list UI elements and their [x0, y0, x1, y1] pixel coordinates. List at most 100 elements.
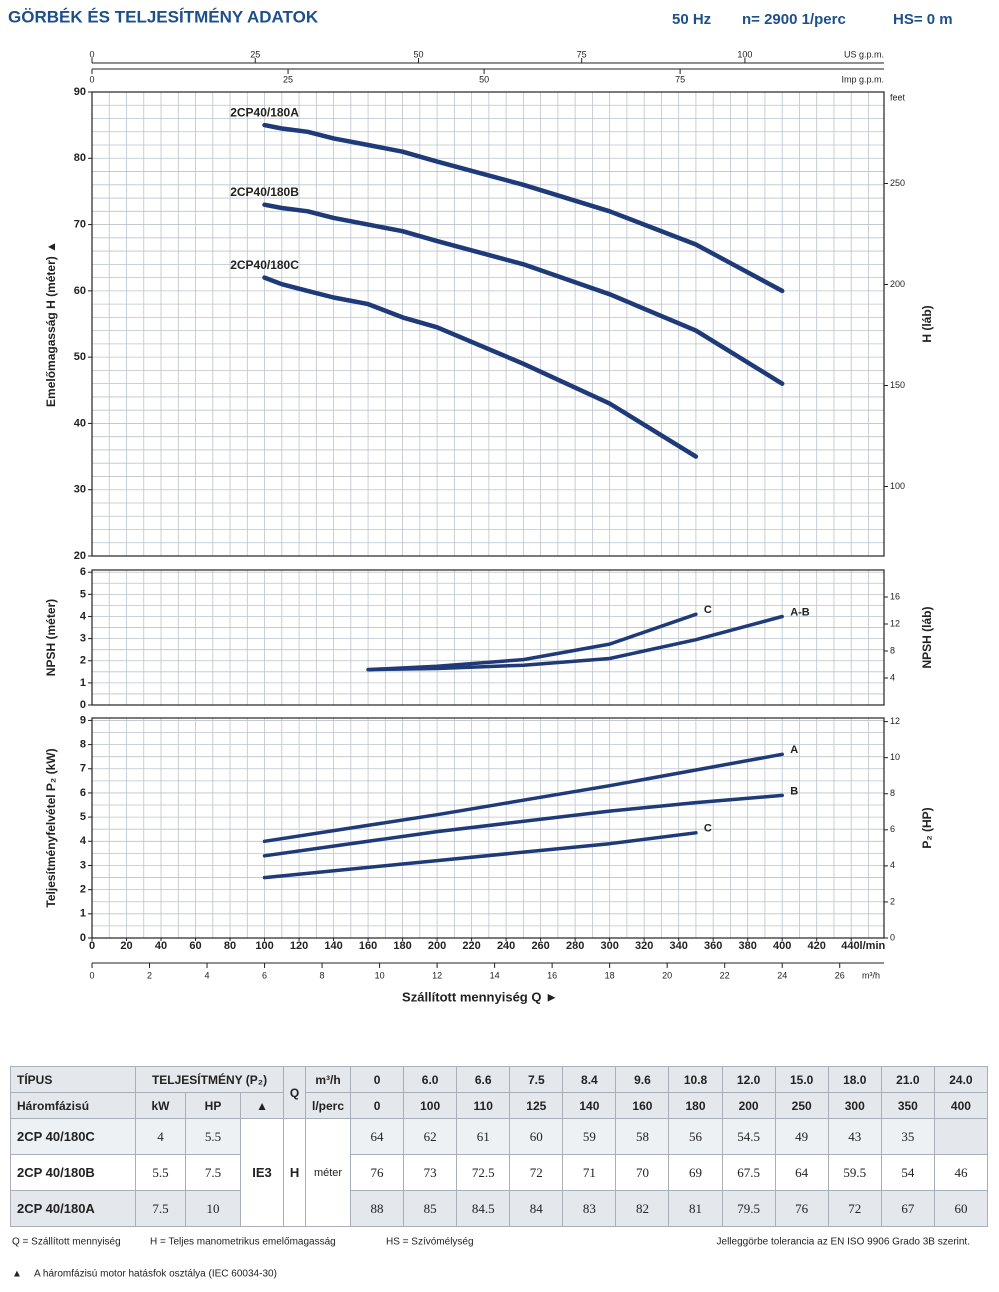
- x-tick-label: 120: [290, 940, 308, 952]
- bottom-axis-tick-label: 16: [547, 970, 557, 980]
- head-value: 88: [350, 1190, 405, 1227]
- head-value: 72.5: [456, 1154, 511, 1191]
- head-value: 72: [827, 1190, 882, 1227]
- head-value: 60: [509, 1118, 564, 1155]
- flow-m3h: 6.0: [403, 1066, 458, 1093]
- y-tick-label: 3: [80, 633, 86, 645]
- top-axis-tick-label: 50: [413, 49, 423, 59]
- y-tick-label: 20: [74, 550, 86, 562]
- head-value: 69: [668, 1154, 723, 1191]
- top-axis-tick-label: 75: [675, 74, 685, 84]
- head-value: 72: [509, 1154, 564, 1191]
- bottom-axis-unit: m³/h: [862, 970, 880, 980]
- header-cell: m³/h: [305, 1066, 352, 1093]
- y2-axis-label: H (láb): [920, 305, 934, 342]
- head-value: 59: [562, 1118, 617, 1155]
- pump-type: 2CP 40/180A: [10, 1190, 136, 1227]
- top-axis-tick-label: 100: [737, 49, 752, 59]
- head-value: 79.5: [721, 1190, 776, 1227]
- head-symbol: H: [283, 1118, 307, 1227]
- y-tick-label: 9: [80, 714, 86, 726]
- flow-m3h: 15.0: [774, 1066, 829, 1093]
- x-tick-label: 340: [669, 940, 687, 952]
- plot-frame: [91, 569, 885, 706]
- plot-area: [92, 92, 884, 556]
- y2-tick-label: 12: [890, 618, 900, 628]
- frequency: 50 Hz: [672, 11, 711, 28]
- x-tick-label: 160: [359, 940, 377, 952]
- y-tick-label: 3: [80, 859, 86, 871]
- series-label: 2CP40/180C: [230, 258, 299, 272]
- y-tick-label: 80: [74, 152, 86, 164]
- bottom-axis-tick-label: 22: [720, 970, 730, 980]
- y-tick-label: 0: [80, 699, 86, 711]
- header-cell: TELJESÍTMÉNY (P₂): [134, 1066, 285, 1093]
- footnote-mark: ▲: [12, 1269, 22, 1280]
- y-tick-label: 50: [74, 351, 86, 363]
- head-value: 58: [615, 1118, 670, 1155]
- y-tick-label: 1: [80, 908, 86, 920]
- flow-lmin: 200: [721, 1092, 776, 1119]
- x-tick-label: 220: [462, 940, 480, 952]
- header-cell: Háromfázisú: [10, 1092, 136, 1119]
- power-kw: 7.5: [135, 1190, 186, 1227]
- y-tick-label: 2: [80, 884, 86, 896]
- head-value: [933, 1118, 989, 1155]
- head-value: 59.5: [827, 1154, 882, 1191]
- y-axis-label: Teljesítményfelvétel P₂ (kW): [44, 748, 58, 907]
- y2-tick-label: 12: [890, 716, 900, 726]
- head-value: 46: [933, 1154, 989, 1191]
- head-value: 67: [880, 1190, 935, 1227]
- bottom-axis-tick-label: 20: [662, 970, 672, 980]
- head-value: 35: [880, 1118, 935, 1155]
- x-tick-label: 320: [635, 940, 653, 952]
- y2-tick-label: 8: [890, 788, 895, 798]
- head-value: 62: [403, 1118, 458, 1155]
- series-label: C: [704, 604, 712, 616]
- head-value: 56: [668, 1118, 723, 1155]
- flow-m3h: 24.0: [933, 1066, 989, 1093]
- flow-m3h: 12.0: [721, 1066, 776, 1093]
- power-hp: 7.5: [185, 1154, 241, 1191]
- flow-m3h: 18.0: [827, 1066, 882, 1093]
- speed: n= 2900 1/perc: [742, 11, 846, 28]
- plot-area: [92, 718, 884, 938]
- flow-lmin: 350: [880, 1092, 935, 1119]
- series-label: C: [704, 823, 712, 835]
- bottom-axis-tick-label: 2: [147, 970, 152, 980]
- pump-type: 2CP 40/180C: [10, 1118, 136, 1155]
- flow-lmin: 0: [350, 1092, 405, 1119]
- y-axis-label: NPSH (méter): [44, 599, 58, 676]
- y2-tick-label: 100: [890, 481, 905, 491]
- bottom-axis-tick-label: 8: [320, 970, 325, 980]
- head-value: 54: [880, 1154, 935, 1191]
- series-label: 2CP40/180B: [230, 185, 299, 199]
- x-tick-label: 180: [393, 940, 411, 952]
- head-value: 64: [350, 1118, 405, 1155]
- flow-lmin: 100: [403, 1092, 458, 1119]
- table-row: 2CP 40/180A 7.5 10 88 85 84.5 84 83 82 81 79.5 76 72…: [10, 1190, 989, 1227]
- y2-tick-label: 150: [890, 380, 905, 390]
- top-axis-tick-label: 75: [577, 49, 587, 59]
- flow-lmin: 125: [509, 1092, 564, 1119]
- footnote-hs: HS = Szívómélység: [386, 1237, 474, 1248]
- top-axis-tick-label: 25: [283, 74, 293, 84]
- x-tick-label: 0: [89, 940, 95, 952]
- x-tick-label: 400: [773, 940, 791, 952]
- series-label: B: [790, 785, 798, 797]
- x-tick-label: 240: [497, 940, 515, 952]
- y-tick-label: 1: [80, 677, 86, 689]
- y-tick-label: 6: [80, 566, 86, 578]
- bottom-axis-tick-label: 4: [205, 970, 210, 980]
- head-unit: méter: [305, 1118, 352, 1227]
- flow-m3h: 6.6: [456, 1066, 511, 1093]
- flow-m3h: 10.8: [668, 1066, 723, 1093]
- y2-axis-label: NPSH (láb): [920, 606, 934, 668]
- head-value: 43: [827, 1118, 882, 1155]
- bottom-axis-tick-label: 12: [432, 970, 442, 980]
- x-tick-label: 420: [808, 940, 826, 952]
- series-label: A-B: [790, 606, 810, 618]
